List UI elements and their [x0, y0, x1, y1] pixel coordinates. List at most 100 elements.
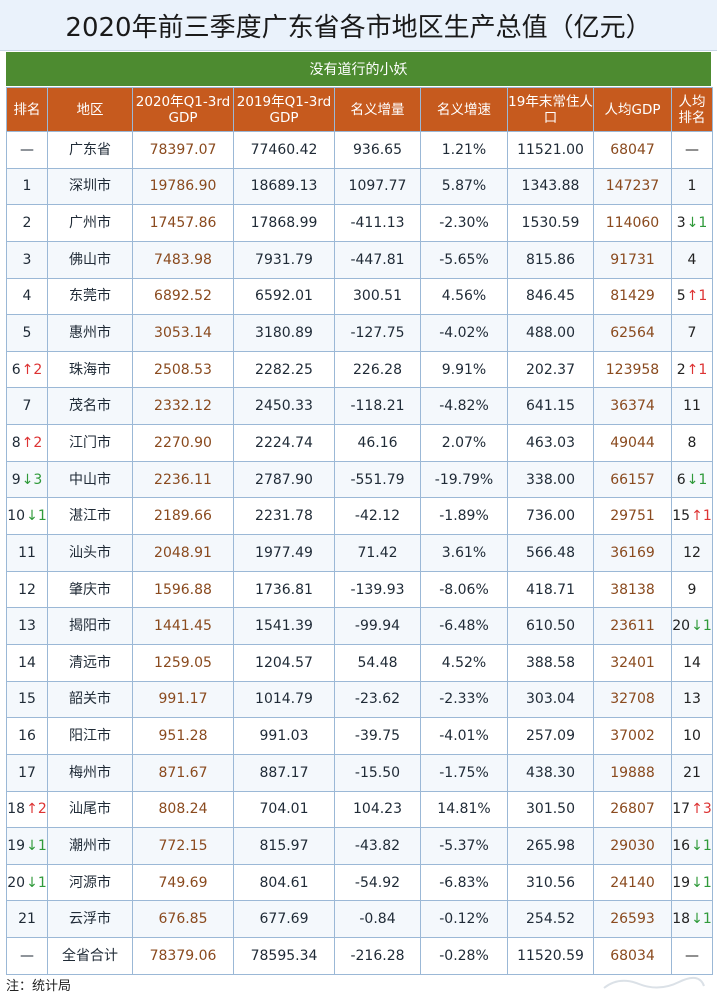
per-capita-rank-change-indicator: ↓1: [691, 911, 712, 928]
per-capita-rank-cell: 13: [671, 680, 713, 719]
gdp-2020-cell-value: 78397.07: [149, 141, 217, 158]
table-row: 10↓1 湛江市 2189.66 2231.78 -42.12 -1.89% 736.00 2…: [6, 497, 713, 536]
nominal-rate-cell-value: 1.21%: [441, 141, 487, 158]
gdp-2020-cell: 871.67: [132, 753, 234, 792]
per-capita-gdp-cell: 68047: [593, 131, 672, 169]
per-capita-gdp-cell: 114060: [593, 204, 672, 242]
per-capita-rank-cell: 10: [671, 717, 713, 755]
population-cell: 610.50: [507, 607, 594, 645]
table-row: 1 深圳市 19786.90 18689.13 1097.77 5.87% 1343.88 1…: [6, 167, 713, 206]
rank-cell: 14: [6, 643, 48, 682]
gdp-2020-cell-value: 2270.90: [154, 434, 212, 451]
rank-cell-value: 14: [18, 654, 36, 671]
nominal-rate-cell: 14.81%: [420, 790, 508, 829]
nominal-rate-cell: -4.82%: [420, 387, 508, 426]
gdp-2020-cell: 951.28: [132, 717, 234, 755]
per-capita-gdp-cell: 38138: [593, 570, 672, 609]
col-header-region: 地区: [47, 87, 133, 132]
per-capita-gdp-cell: 81429: [593, 277, 672, 316]
gdp-2020-cell-value: 78379.06: [149, 947, 217, 964]
col-header-nominal-rate: 名义增速: [420, 87, 508, 132]
nominal-increase-cell-value: 300.51: [353, 288, 402, 305]
col-header-nominal-increase: 名义增量: [334, 87, 421, 132]
rank-cell: 4: [6, 277, 48, 316]
rank-cell-value: 8: [11, 434, 21, 451]
nominal-increase-cell-value: -118.21: [350, 398, 405, 415]
col-header-population: 19年末常住人口: [507, 87, 594, 132]
nominal-rate-cell: -2.30%: [420, 204, 508, 242]
gdp-2019-cell-value: 17868.99: [250, 215, 318, 232]
per-capita-gdp-cell: 19888: [593, 753, 672, 792]
population-cell-value: 815.86: [526, 251, 575, 268]
rank-cell-value: 2: [22, 215, 32, 232]
gdp-2019-cell: 2787.90: [233, 460, 335, 499]
rank-cell: 17: [6, 753, 48, 792]
population-cell: 846.45: [507, 277, 594, 316]
region-cell-value: 湛江市: [69, 508, 111, 525]
gdp-2019-cell-value: 2450.33: [255, 398, 313, 415]
gdp-2019-cell-value: 78595.34: [250, 947, 318, 964]
nominal-increase-cell: 1097.77: [334, 167, 421, 206]
table-row: 11 汕头市 2048.91 1977.49 71.42 3.61% 566.48 36169…: [6, 534, 713, 572]
rank-cell: 19↓1: [6, 827, 48, 865]
rank-cell: 11: [6, 534, 48, 572]
region-cell: 云浮市: [47, 900, 133, 939]
per-capita-gdp-cell: 123958: [593, 350, 672, 389]
region-cell: 韶关市: [47, 680, 133, 719]
region-cell: 佛山市: [47, 240, 133, 279]
region-cell-value: 江门市: [69, 434, 111, 451]
per-capita-rank-cell-value: 6: [676, 471, 686, 488]
nominal-increase-cell-value: -411.13: [350, 215, 405, 232]
gdp-2019-cell: 77460.42: [233, 131, 335, 169]
table-row: 5 惠州市 3053.14 3180.89 -127.75 -4.02% 488.00 625…: [6, 314, 713, 352]
nominal-increase-cell-value: -42.12: [354, 508, 401, 525]
col-header-gdp-2019: 2019年Q1-3rd GDP: [233, 87, 335, 132]
table-row: 12 肇庆市 1596.88 1736.81 -139.93 -8.06% 418.71 38…: [6, 570, 713, 609]
per-capita-gdp-cell-value: 62564: [610, 325, 655, 342]
region-cell: 汕头市: [47, 534, 133, 572]
per-capita-rank-cell-value: 15: [672, 508, 691, 525]
per-capita-gdp-cell: 66157: [593, 460, 672, 499]
region-cell-value: 茂名市: [69, 398, 111, 415]
per-capita-gdp-cell: 32708: [593, 680, 672, 719]
rank-cell: 2: [6, 204, 48, 242]
population-cell: 438.30: [507, 753, 594, 792]
table-row: 14 清远市 1259.05 1204.57 54.48 4.52% 388.58 32401…: [6, 643, 713, 682]
region-cell-value: 中山市: [69, 471, 111, 488]
gdp-2019-cell: 3180.89: [233, 314, 335, 352]
gdp-2019-cell-value: 677.69: [259, 911, 309, 928]
table-row: 17 梅州市 871.67 887.17 -15.50 -1.75% 438.30 19888…: [6, 753, 713, 792]
per-capita-gdp-cell-value: 32708: [610, 691, 655, 708]
population-cell-value: 301.50: [526, 801, 575, 818]
col-header-per-capita-gdp: 人均GDP: [593, 87, 672, 132]
per-capita-gdp-cell: 23611: [593, 607, 672, 645]
nominal-increase-cell: -216.28: [334, 937, 421, 975]
nominal-increase-cell: 936.65: [334, 131, 421, 169]
nominal-rate-cell: -19.79%: [420, 460, 508, 499]
author-banner: 没有道行的小妖: [6, 52, 711, 86]
rank-cell: 13: [6, 607, 48, 645]
population-cell-value: 11521.00: [517, 141, 584, 158]
nominal-rate-cell: -0.12%: [420, 900, 508, 939]
rank-cell: 3: [6, 240, 48, 279]
nominal-increase-cell-value: 104.23: [353, 801, 402, 818]
gdp-2019-cell: 18689.13: [233, 167, 335, 206]
nominal-increase-cell-value: -39.75: [354, 728, 401, 745]
per-capita-rank-cell: 19↓1: [671, 863, 713, 902]
per-capita-rank-cell: 2↑1: [671, 350, 713, 389]
gdp-2020-cell-value: 749.69: [158, 874, 208, 891]
rank-change-indicator: ↑2: [26, 801, 47, 818]
nominal-rate-cell-value: -1.89%: [439, 508, 489, 525]
rank-change-indicator: ↓3: [21, 471, 43, 488]
gdp-2019-cell: 804.61: [233, 863, 335, 902]
rank-cell-value: 13: [18, 618, 36, 635]
population-cell: 254.52: [507, 900, 594, 939]
per-capita-gdp-cell: 49044: [593, 424, 672, 462]
nominal-increase-cell-value: -216.28: [350, 947, 405, 964]
region-cell-value: 梅州市: [69, 764, 111, 781]
rank-cell: 12: [6, 570, 48, 609]
per-capita-gdp-cell: 62564: [593, 314, 672, 352]
per-capita-gdp-cell: 24140: [593, 863, 672, 902]
per-capita-rank-cell: 16↓1: [671, 827, 713, 865]
nominal-rate-cell: 2.07%: [420, 424, 508, 462]
